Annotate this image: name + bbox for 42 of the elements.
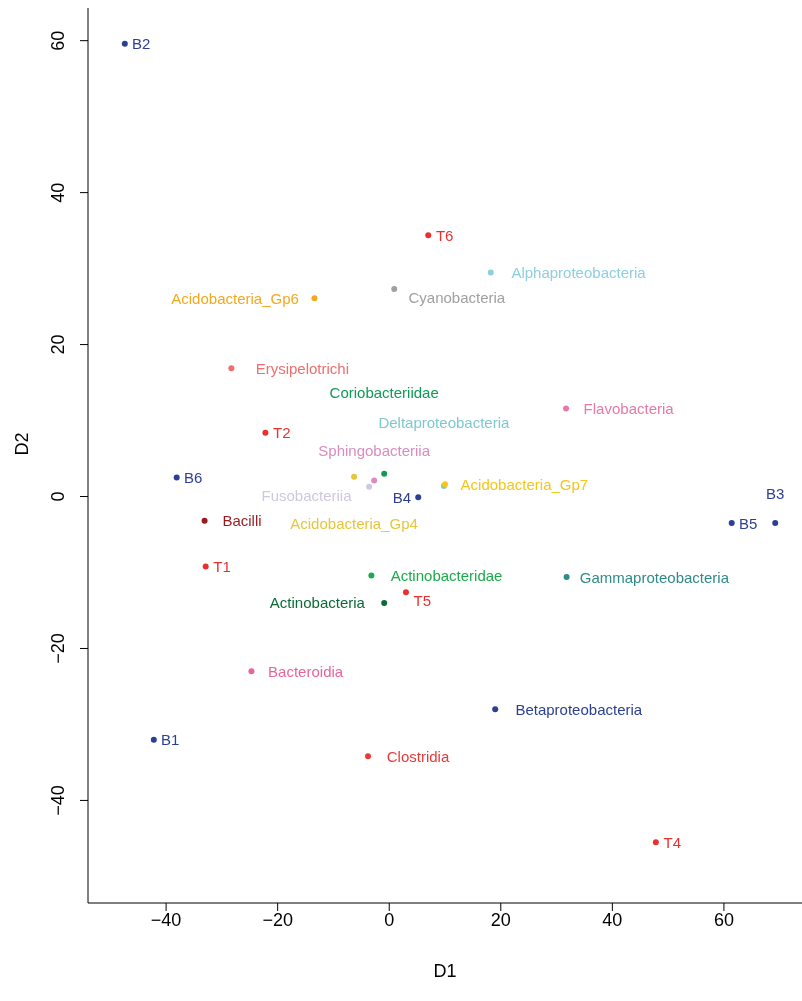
y-tick-label: 0 [48, 491, 68, 502]
series-label: Actinobacteria [269, 594, 366, 612]
y-tick-label: 60 [48, 30, 68, 51]
series-label: B6 [183, 469, 203, 487]
series-label: Bacteroidia [268, 662, 344, 680]
x-tick-label: −40 [150, 909, 182, 930]
y-tick-label: 40 [48, 182, 68, 203]
series-label: Actinobacteridae [390, 567, 503, 585]
series-label: Bacilli [222, 512, 262, 530]
x-tick-label: 0 [384, 909, 395, 930]
series-label: T1 [213, 557, 231, 575]
series-label: B5 [738, 514, 758, 532]
series-label: Gammaproteobacteria [579, 568, 730, 586]
x-tick-label: 60 [713, 909, 734, 930]
y-tick-label: −20 [48, 633, 68, 664]
x-tick-label: −20 [262, 909, 293, 930]
text: Deltaproteobacteria [378, 413, 510, 431]
series-label: B2 [132, 35, 151, 53]
x-axis-title: D1 [433, 961, 457, 981]
y-tick-label: −40 [48, 785, 68, 816]
series-label: T6 [435, 226, 454, 244]
series-label: B3 [766, 484, 785, 502]
series-label: T5 [413, 592, 432, 610]
series-label: T4 [663, 833, 682, 851]
y-axis-title: D2 [12, 432, 33, 456]
series-label: Erysipelotrichi [255, 359, 350, 377]
series-label: Alphaproteobacteria [511, 263, 647, 281]
series-label: T2 [273, 424, 291, 442]
text: Coriobacteriidae [329, 384, 439, 402]
series-label: Cyanobacteria [408, 289, 506, 307]
x-tick-label: 20 [490, 909, 511, 930]
series-label: Clostridia [386, 747, 450, 765]
series-label: Acidobacteria_Gp7 [460, 475, 589, 493]
series-label: Acidobacteria_Gp6 [171, 289, 299, 307]
series-label: Betaproteobacteria [515, 700, 643, 718]
y-tick-label: 20 [48, 334, 68, 355]
text: Acidobacteria_Gp4 [290, 515, 418, 533]
series-label: Flavobacteria [583, 399, 675, 417]
x-tick-label: 40 [602, 909, 623, 930]
series-label: Sphingobacteriia [318, 442, 431, 460]
series-label: B1 [161, 731, 180, 749]
series-label: B4 [392, 488, 411, 506]
